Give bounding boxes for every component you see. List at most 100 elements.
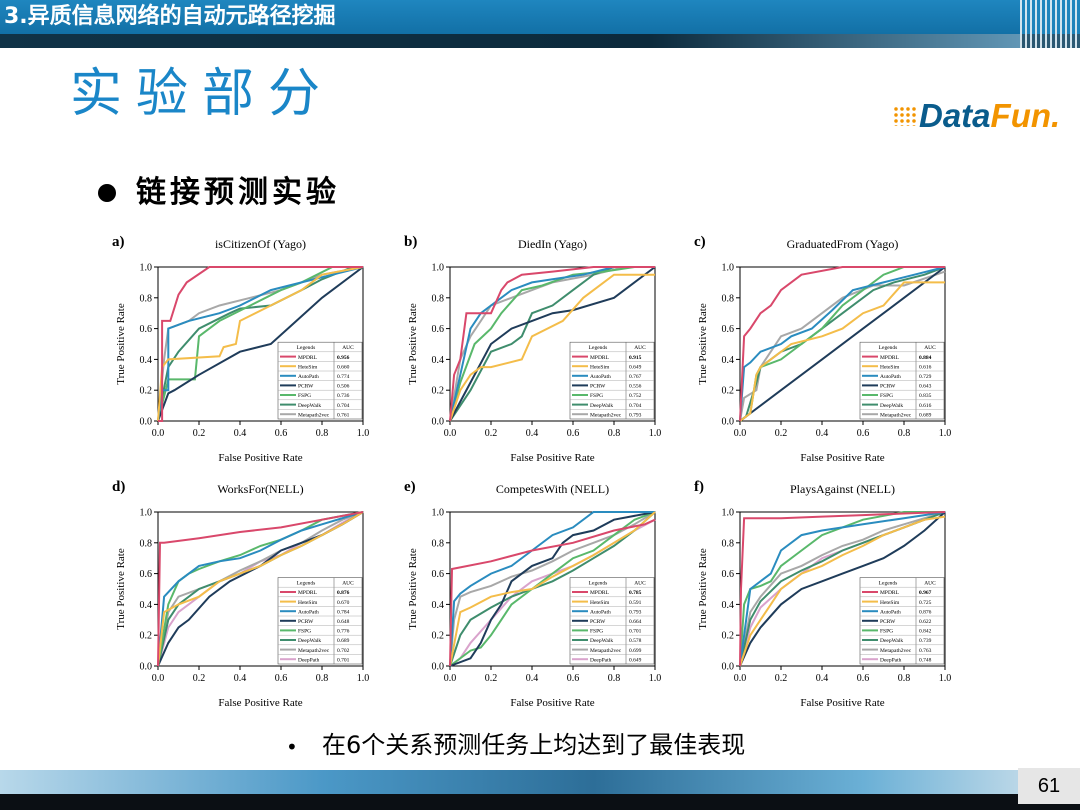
legend-entry: AutoPath [590,374,611,380]
y-tick-label: 1.0 [432,263,445,274]
legend-entry: AutoPath [298,609,319,615]
x-tick-label: 0.6 [275,428,288,439]
y-tick-label: 0.8 [722,293,735,304]
legend-entry: Metapath2vec [298,412,330,418]
series-line-hetesim [739,515,946,667]
y-tick-label: 1.0 [140,508,153,519]
logo-dots-icon [893,106,917,126]
x-tick-label: 0.8 [898,428,911,439]
x-tick-label: 0.4 [816,428,829,439]
legend-entry: DeepWalk [590,403,613,409]
legend-header-auc: AUC [924,581,936,587]
x-axis-label: False Positive Rate [800,697,884,709]
series-line-metapath2vec [157,511,364,667]
legend-auc-value: 0.725 [919,600,932,606]
y-tick-label: 0.8 [722,538,735,549]
legend-entry: PCRW [298,619,314,625]
legend-auc-value: 0.842 [919,629,932,635]
chart-panel: a) isCitizenOf (Yago) 0.0 0.2 0.4 0.6 0.8 1.0 0.… [112,234,369,464]
footer-dark-strip [0,794,1080,810]
y-tick-label: 0.2 [140,631,153,642]
legend-header-auc: AUC [634,581,646,587]
logo-text: DataFun. [919,96,1060,136]
legend-entry: PCRW [590,619,606,625]
legend-entry: MPDRL [298,590,318,596]
x-tick-label: 0.0 [152,673,165,684]
x-tick-label: 0.2 [775,428,788,439]
legend-header-auc: AUC [342,581,354,587]
legend-entry: MPDRL [590,590,610,596]
legend-entry: DeepWalk [590,638,613,644]
legend-entry: AutoPath [880,374,901,380]
x-tick-label: 1.0 [649,673,662,684]
x-axis-label: False Positive Rate [218,452,302,464]
y-tick-label: 0.2 [722,631,735,642]
y-tick-label: 1.0 [140,263,153,274]
series-line-fspg [157,266,363,422]
chart-panel: b) DiedIn (Yago) 0.0 0.2 0.4 0.6 0.8 1.0 0.0 0.2 0… [404,234,661,464]
panel-label: b) [404,234,417,250]
header-bar: 3.异质信息网络的自动元路径挖掘 [0,0,1080,34]
legend-header-name: Legends [589,345,608,351]
series-line-hetesim [449,273,655,422]
legend-auc-value: 0.648 [337,619,350,625]
y-tick-label: 0.0 [140,417,153,428]
panel-label: a) [112,234,125,250]
x-tick-label: 0.8 [316,428,329,439]
chart-title: DiedIn (Yago) [518,237,587,251]
chart-title: PlaysAgainst (NELL) [790,482,895,496]
series-line-deepwalk [449,266,655,422]
legend-entry: FSPG [590,629,603,635]
legend-entry: Metapath2vec [880,648,912,654]
series-line-mpdrl [158,266,363,422]
legend-entry: PCRW [298,384,314,390]
series-line-deepwalk [449,511,656,667]
series-line-mpdrl [449,518,656,667]
band-stripes [1020,34,1080,48]
legend-entry: PCRW [590,384,606,390]
x-tick-label: 0.4 [816,673,829,684]
x-tick-label: 0.4 [526,673,539,684]
series-line-hetesim [157,266,364,422]
x-tick-label: 0.2 [485,428,498,439]
legend-entry: DeepPath [880,657,902,663]
series-line-autopath [449,511,655,667]
series-line-mpdrl [157,511,364,667]
legend-auc-value: 0.876 [919,609,932,615]
legend-auc-value: 0.556 [629,384,642,390]
legend-entry: DeepWalk [298,403,321,409]
legend-header-auc: AUC [924,345,936,351]
legend-header-auc: AUC [342,345,354,351]
legend-entry: MPDRL [880,355,900,361]
legend-auc-value: 0.578 [629,638,642,644]
y-tick-label: 0.4 [140,355,153,366]
x-axis-label: False Positive Rate [218,697,302,709]
legend-auc-value: 0.776 [337,629,350,635]
legend-entry: PCRW [880,384,896,390]
legend-entry: HeteSim [880,364,900,370]
legend-auc-value: 0.761 [337,412,350,418]
y-tick-label: 0.0 [140,662,153,673]
y-tick-label: 0.6 [140,324,153,335]
y-tick-label: 0.8 [140,293,153,304]
y-tick-label: 0.8 [432,538,445,549]
series-line-pcrw [157,266,364,422]
legend-entry: FSPG [880,393,893,399]
x-tick-label: 0.8 [316,673,329,684]
legend-auc-value: 0.699 [629,648,642,654]
legend-auc-value: 0.785 [629,590,642,596]
series-line-hetesim [449,511,656,667]
section-title: 3.异质信息网络的自动元路径挖掘 [4,4,336,29]
legend-entry: MPDRL [880,590,900,596]
series-line-autopath [157,266,364,422]
legend-auc-value: 0.616 [919,403,932,409]
roc-figure: a) isCitizenOf (Yago) 0.0 0.2 0.4 0.6 0.8 1.0 0.… [112,234,951,709]
legend-entry: Metapath2vec [298,648,330,654]
x-axis-label: False Positive Rate [510,452,594,464]
x-tick-label: 0.0 [734,428,747,439]
x-tick-label: 0.6 [857,428,870,439]
legend-entry: PCRW [880,619,896,625]
legend-entry: AutoPath [298,374,319,380]
x-tick-label: 0.8 [608,428,621,439]
legend-entry: Metapath2vec [590,412,622,418]
